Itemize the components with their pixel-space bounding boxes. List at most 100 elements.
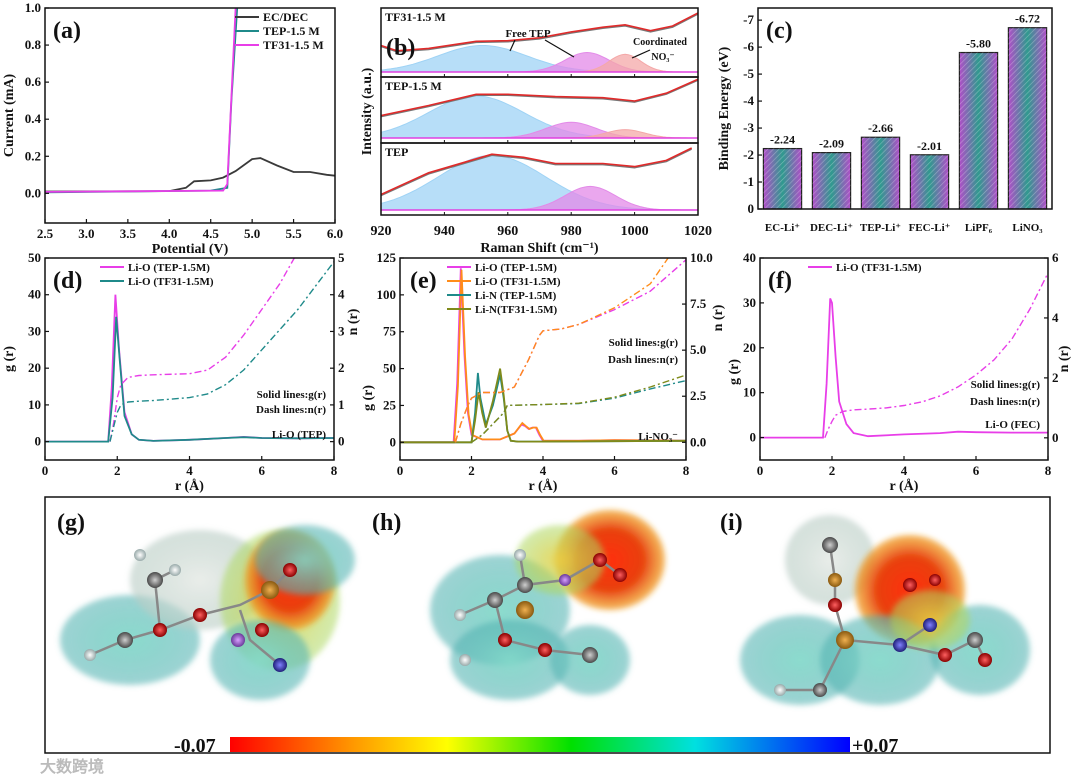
bar-hatch (763, 148, 802, 209)
y-axis-label: g (r) (727, 359, 742, 385)
subpanel-frame (380, 142, 699, 216)
y-tick-label: -6 (743, 39, 754, 54)
y-tick-label: 0.2 (25, 148, 41, 163)
annotation-text: Li-O (FEC) (985, 419, 1040, 431)
y-axis-label: Intensity (a.u.) (360, 67, 375, 155)
annotation-text: Solid lines:g(r) (257, 389, 327, 401)
annotation-text: Dash lines:n(r) (608, 354, 678, 366)
esp-surface (255, 525, 355, 595)
atom-n (923, 618, 937, 632)
x-tick-label: 6 (973, 463, 980, 478)
legend-label: Li-O (TEP-1.5M) (475, 262, 557, 274)
y-tick-label: 4 (338, 287, 345, 302)
series-line-1 (45, 316, 335, 443)
bond (238, 609, 281, 666)
x-axis-label: r (Å) (529, 478, 558, 494)
x-tick-label: DEC-Li⁺ (810, 222, 853, 234)
y-tick-label: 40 (743, 250, 756, 265)
panel-label: (a) (53, 18, 81, 44)
y-tick-label: 0 (1052, 430, 1059, 445)
legend-label: Li-N (TEP-1.5M) (475, 290, 557, 302)
bar-hatch (812, 152, 851, 209)
bar-value-label: -6.72 (1015, 12, 1040, 26)
atom-h (459, 654, 471, 666)
atom-n (893, 638, 907, 652)
x-tick-label: 4 (901, 463, 908, 478)
raman-content (381, 147, 698, 211)
series-line-0 (760, 298, 1048, 439)
atom-c (813, 683, 827, 697)
atom-h (774, 684, 786, 696)
x-tick-label: 2 (468, 463, 475, 478)
annotation-no3: NO₃⁻ (651, 52, 674, 63)
x-tick-label: 0 (397, 463, 404, 478)
panel-label: (e) (410, 268, 437, 294)
series-line-2 (109, 257, 295, 442)
x-tick-label: 5.0 (244, 226, 260, 241)
chart-panel-e: 0 2 4 6 8 0 25 50 75 100 125 0.0 2.5 5.0 7.5 10.0 r (Å) g… (361, 250, 726, 494)
bar-value-label: -2.01 (917, 139, 942, 153)
atom-o (255, 623, 269, 637)
y-tick-label: 50 (28, 250, 41, 265)
y-tick-label: 5.0 (690, 342, 706, 357)
bar-hatch (959, 52, 998, 209)
y-tick-label: 0 (35, 434, 42, 449)
y-tick-label: 1.0 (25, 0, 41, 15)
x-tick-label: 8 (683, 463, 690, 478)
y-tick-label: 1 (338, 397, 345, 412)
y-tick-label: 20 (28, 360, 41, 375)
atom-o (828, 598, 842, 612)
x-tick-label: EC-Li⁺ (765, 222, 800, 234)
chart-panel-a: 2.5 3.0 3.5 4.0 4.5 5.0 5.5 6.0 0.0 0.2 0.4 0.6 0.8 1… (2, 0, 343, 257)
atom-c (487, 592, 503, 608)
atom-o (929, 574, 941, 586)
x-tick-label: 6.0 (327, 226, 343, 241)
panel-label: (c) (766, 18, 793, 44)
bar-hatch (1008, 27, 1047, 210)
y2-axis-label: n (r) (1057, 345, 1072, 372)
x-tick-label: 2 (114, 463, 121, 478)
panel-label: (i) (720, 510, 743, 536)
y-tick-label: -3 (743, 120, 754, 135)
y-tick-label: 3 (338, 323, 345, 338)
y-tick-label: 2.5 (690, 388, 707, 403)
y-axis-label: Current (mA) (2, 74, 17, 158)
series-line-7 (471, 374, 687, 443)
legend-label: TF31-1.5 M (263, 38, 324, 52)
x-tick-label: 960 (497, 224, 518, 239)
x-tick-label: 2.5 (37, 226, 54, 241)
chart-panel-f: 0 2 4 6 8 0 10 20 30 40 0 2 4 6 r (Å) g (r) n (r) Li-O (T… (727, 250, 1072, 494)
legend-label: Li-O (TF31-1.5M) (128, 276, 214, 288)
esp-surface (450, 620, 570, 700)
atom-n (273, 658, 287, 672)
bar-value-label: -2.09 (819, 137, 844, 151)
x-tick-label: 0 (757, 463, 764, 478)
series-line-3 (109, 261, 335, 442)
bar-value-label: -2.24 (770, 133, 795, 147)
y-tick-label: -5 (743, 66, 754, 81)
atom-c (967, 632, 983, 648)
y-tick-label: -4 (743, 93, 754, 108)
y-tick-label: 10 (28, 397, 41, 412)
legend-label: Li-O (TF31-1.5M) (836, 262, 922, 274)
series-line-1 (400, 269, 687, 444)
x-tick-label: 8 (1045, 463, 1052, 478)
y-tick-label: -7 (743, 12, 754, 27)
annotation-text: Solid lines:g(r) (971, 379, 1041, 391)
atom-o (593, 553, 607, 567)
x-tick-label: 5.5 (285, 226, 302, 241)
x-tick-label: 2 (829, 463, 836, 478)
atom-h (454, 609, 466, 621)
y-tick-label: 4 (1052, 310, 1059, 325)
series-line-1 (824, 272, 1049, 439)
x-tick-label: 940 (434, 224, 455, 239)
atom-o (978, 653, 992, 667)
x-tick-label: FEC-Li⁺ (909, 222, 951, 234)
y-tick-label: 0.8 (25, 37, 42, 52)
colorbar-max-label: +0.07 (852, 735, 898, 757)
y-tick-label: 2 (1052, 370, 1059, 385)
atom-p (836, 631, 854, 649)
atom-c (517, 577, 533, 593)
y-tick-label: -2 (743, 147, 754, 162)
